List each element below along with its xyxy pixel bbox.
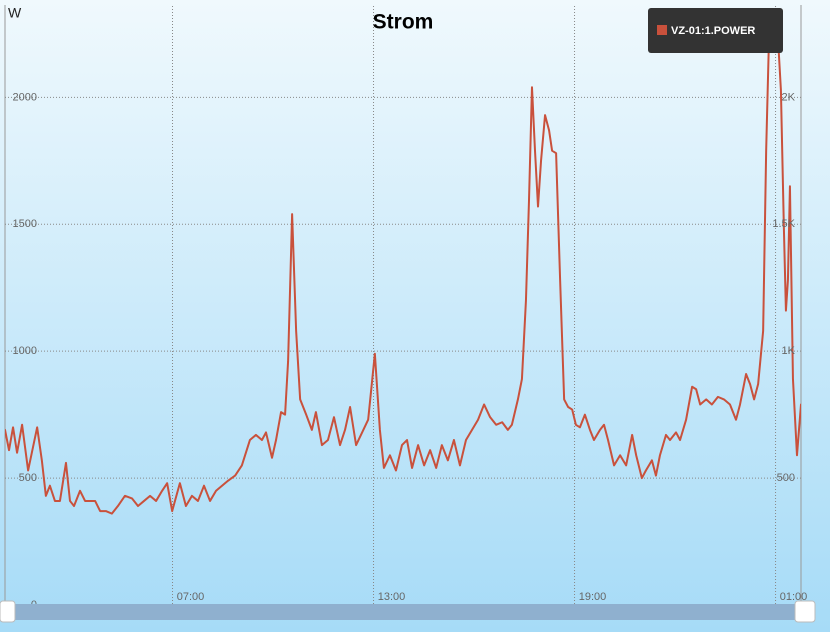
- y2-tick-label: 2K: [782, 91, 796, 103]
- y2-tick-label: 1.5K: [772, 218, 795, 230]
- navigator-bar[interactable]: [8, 604, 805, 620]
- y2-tick-label: 1K: [782, 345, 796, 357]
- y-tick-label: 1000: [13, 345, 37, 357]
- legend-box: [648, 8, 783, 53]
- data-line: [5, 20, 801, 515]
- x-tick-label: 01:00: [780, 591, 808, 603]
- legend-label[interactable]: VZ-01:1.POWER: [671, 25, 755, 37]
- y-tick-label: 500: [19, 472, 37, 484]
- navigator[interactable]: [0, 600, 816, 623]
- y-tick-label: 2000: [13, 91, 37, 103]
- x-tick-label: 13:00: [378, 591, 406, 603]
- legend-swatch: [657, 25, 667, 35]
- y-axis-label: W: [8, 5, 22, 21]
- y2-tick-label: 500: [777, 472, 795, 484]
- y-tick-label: 1500: [13, 218, 37, 230]
- legend[interactable]: VZ-01:1.POWER: [648, 8, 783, 53]
- x-tick-label: 19:00: [579, 591, 607, 603]
- chart-title: Strom: [373, 11, 434, 34]
- navigator-handle[interactable]: [0, 600, 16, 623]
- x-tick-label: 07:00: [177, 591, 205, 603]
- navigator-handle[interactable]: [794, 600, 816, 623]
